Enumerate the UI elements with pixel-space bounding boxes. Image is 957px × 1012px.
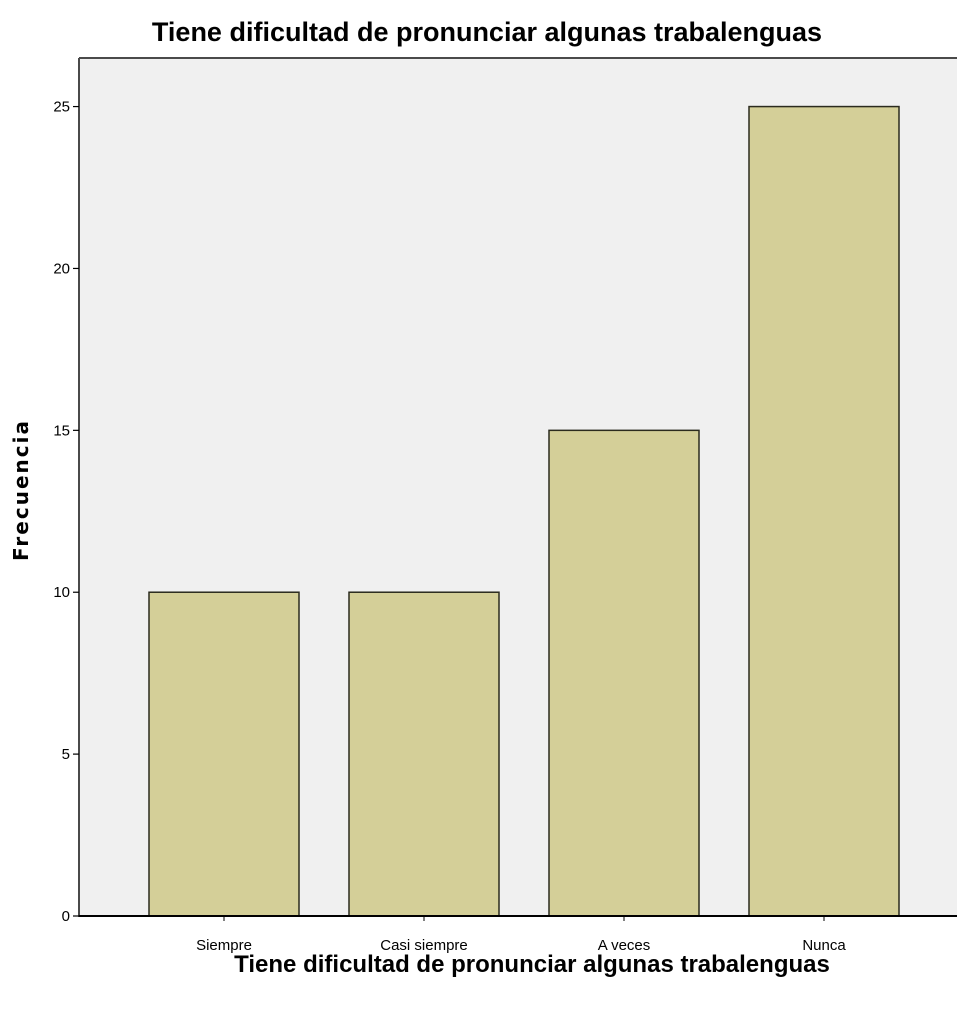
x-tick-label: Casi siempre [380,937,468,954]
x-category-labels-group: Siempre Casi siempre A veces Nunca [196,916,846,954]
x-axis-label: Tiene dificultad de pronunciar algunas t… [234,951,830,978]
x-tick-label: A veces [598,937,651,954]
bar-siempre [148,591,300,917]
bars-group [148,105,900,917]
chart-title: Tiene dificultad de pronunciar algunas t… [152,17,822,47]
y-tick-label: 20 [53,260,70,277]
y-tick-label: 0 [62,908,70,925]
y-tick-label: 25 [53,99,70,116]
bar-casi-siempre [348,591,500,917]
bar-a-veces [548,429,700,917]
y-tick-label: 5 [62,746,70,763]
y-tick-label: 15 [53,422,70,439]
y-tick-label: 10 [53,584,70,601]
x-tick-label: Siempre [196,937,252,954]
x-tick-label: Nunca [802,937,846,954]
bar-nunca [748,105,900,917]
y-ticks-group: 0 5 10 15 20 25 [53,99,79,925]
y-axis-label: Frecuencia [9,419,33,561]
